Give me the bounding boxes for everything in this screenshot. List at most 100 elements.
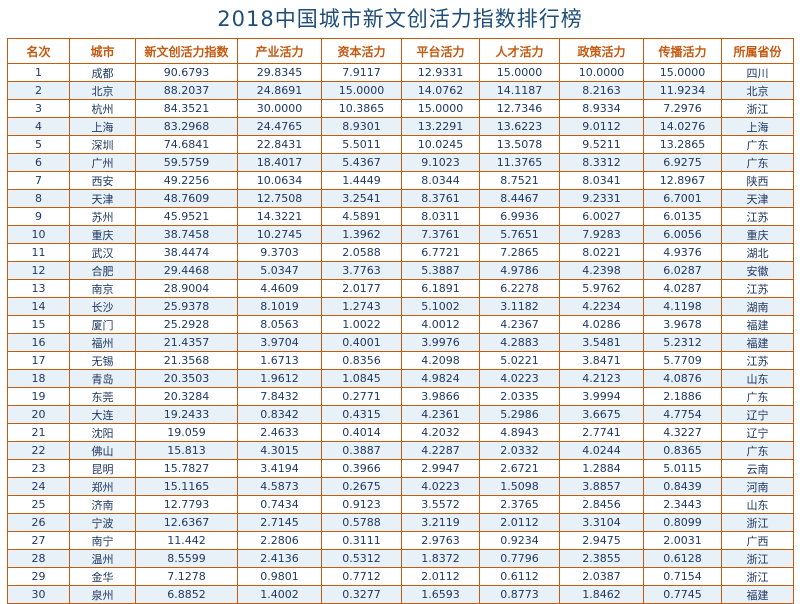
city-cell: 无锡 xyxy=(69,351,136,370)
province-cell: 福建 xyxy=(721,315,794,334)
talent-cell: 0.7796 xyxy=(479,549,560,568)
platform-cell: 6.1891 xyxy=(401,279,480,298)
city-cell: 武汉 xyxy=(69,243,136,262)
capital-cell: 0.9123 xyxy=(321,495,402,514)
capital-cell: 0.4014 xyxy=(321,423,402,442)
communication-cell: 4.9376 xyxy=(643,243,722,262)
policy-cell: 10.0000 xyxy=(559,63,644,82)
communication-cell: 5.0115 xyxy=(643,459,722,478)
rank-cell: 28 xyxy=(7,549,70,568)
communication-cell: 2.3443 xyxy=(643,495,722,514)
index-cell: 28.9004 xyxy=(135,279,238,298)
talent-cell: 6.2278 xyxy=(479,279,560,298)
table-row: 16 福州 21.4357 3.9704 0.4001 3.9976 4.2883 3.548… xyxy=(7,333,794,352)
capital-cell: 0.4315 xyxy=(321,405,402,424)
talent-cell: 14.1187 xyxy=(479,81,560,100)
talent-cell: 11.3765 xyxy=(479,153,560,172)
rank-cell: 15 xyxy=(7,315,70,334)
communication-cell: 2.0031 xyxy=(643,531,722,550)
communication-cell: 4.0876 xyxy=(643,369,722,388)
platform-cell: 4.0012 xyxy=(401,315,480,334)
city-cell: 北京 xyxy=(69,81,136,100)
industry-cell: 9.3703 xyxy=(237,243,322,262)
column-header-rank: 名次 xyxy=(7,38,70,64)
platform-cell: 2.9763 xyxy=(401,531,480,550)
rank-cell: 29 xyxy=(7,567,70,586)
rank-cell: 2 xyxy=(7,81,70,100)
industry-cell: 14.3221 xyxy=(237,207,322,226)
policy-cell: 8.0341 xyxy=(559,171,644,190)
province-cell: 福建 xyxy=(721,333,794,352)
communication-cell: 14.0276 xyxy=(643,117,722,136)
industry-cell: 7.8432 xyxy=(237,387,322,406)
capital-cell: 1.4449 xyxy=(321,171,402,190)
table-row: 4 上海 83.2968 24.4765 8.9301 13.2291 13.6223 9.0… xyxy=(7,117,794,136)
index-cell: 84.3521 xyxy=(135,99,238,118)
capital-cell: 2.0588 xyxy=(321,243,402,262)
capital-cell: 5.5011 xyxy=(321,135,402,154)
table-row: 15 厦门 25.2928 8.0563 1.0022 4.0012 4.2367 4.028… xyxy=(7,315,794,334)
capital-cell: 0.8356 xyxy=(321,351,402,370)
communication-cell: 12.8967 xyxy=(643,171,722,190)
policy-cell: 5.9762 xyxy=(559,279,644,298)
province-cell: 浙江 xyxy=(721,99,794,118)
communication-cell: 13.2865 xyxy=(643,135,722,154)
rank-cell: 25 xyxy=(7,495,70,514)
platform-cell: 10.0245 xyxy=(401,135,480,154)
talent-cell: 4.2367 xyxy=(479,315,560,334)
city-cell: 南宁 xyxy=(69,531,136,550)
platform-cell: 2.9947 xyxy=(401,459,480,478)
industry-cell: 4.5873 xyxy=(237,477,322,496)
table-row: 1 成都 90.6793 29.8345 7.9117 12.9331 15.0000 10.… xyxy=(7,63,794,82)
industry-cell: 22.8431 xyxy=(237,135,322,154)
capital-cell: 0.2771 xyxy=(321,387,402,406)
capital-cell: 3.7763 xyxy=(321,261,402,280)
table-row: 24 郑州 15.1165 4.5873 0.2675 4.0223 1.5098 3.885… xyxy=(7,477,794,496)
index-cell: 7.1278 xyxy=(135,567,238,586)
table-row: 13 南京 28.9004 4.4609 2.0177 6.1891 6.2278 5.976… xyxy=(7,279,794,298)
column-header-index: 新文创活力指数 xyxy=(135,38,238,64)
table-row: 28 温州 8.5599 2.4136 0.5312 1.8372 0.7796 2.3855… xyxy=(7,549,794,568)
policy-cell: 2.0387 xyxy=(559,567,644,586)
city-cell: 广州 xyxy=(69,153,136,172)
city-cell: 苏州 xyxy=(69,207,136,226)
table-row: 8 天津 48.7609 12.7508 3.2541 8.3761 8.4467 9.233… xyxy=(7,189,794,208)
index-cell: 38.7458 xyxy=(135,225,238,244)
index-cell: 45.9521 xyxy=(135,207,238,226)
index-cell: 15.813 xyxy=(135,441,238,460)
industry-cell: 10.2745 xyxy=(237,225,322,244)
province-cell: 广西 xyxy=(721,531,794,550)
rank-cell: 6 xyxy=(7,153,70,172)
policy-cell: 8.2163 xyxy=(559,81,644,100)
platform-cell: 2.0112 xyxy=(401,567,480,586)
communication-cell: 4.7754 xyxy=(643,405,722,424)
rank-cell: 5 xyxy=(7,135,70,154)
talent-cell: 0.6112 xyxy=(479,567,560,586)
industry-cell: 3.4194 xyxy=(237,459,322,478)
platform-cell: 8.3761 xyxy=(401,189,480,208)
table-row: 29 金华 7.1278 0.9801 0.7712 2.0112 0.6112 2.0387… xyxy=(7,567,794,586)
index-cell: 29.4468 xyxy=(135,261,238,280)
index-cell: 90.6793 xyxy=(135,63,238,82)
city-cell: 大连 xyxy=(69,405,136,424)
rank-cell: 1 xyxy=(7,63,70,82)
platform-cell: 4.2361 xyxy=(401,405,480,424)
table-row: 6 广州 59.5759 18.4017 5.4367 9.1023 11.3765 8.33… xyxy=(7,153,794,172)
rank-cell: 27 xyxy=(7,531,70,550)
rank-cell: 8 xyxy=(7,189,70,208)
table-row: 17 无锡 21.3568 1.6713 0.8356 4.2098 5.0221 3.847… xyxy=(7,351,794,370)
column-header-industry: 产业活力 xyxy=(237,38,322,64)
industry-cell: 0.7434 xyxy=(237,495,322,514)
platform-cell: 9.1023 xyxy=(401,153,480,172)
city-cell: 杭州 xyxy=(69,99,136,118)
province-cell: 浙江 xyxy=(721,549,794,568)
ranking-table: 名次 城市 新文创活力指数 产业活力 资本活力 平台活力 人才活力 政策活力 传播活力 所属省份 … xyxy=(7,38,794,604)
capital-cell: 7.9117 xyxy=(321,63,402,82)
capital-cell: 5.4367 xyxy=(321,153,402,172)
industry-cell: 10.0634 xyxy=(237,171,322,190)
platform-cell: 8.0344 xyxy=(401,171,480,190)
column-header-city: 城市 xyxy=(69,38,136,64)
province-cell: 江苏 xyxy=(721,279,794,298)
capital-cell: 0.2675 xyxy=(321,477,402,496)
table-row: 11 武汉 38.4474 9.3703 2.0588 6.7721 7.2865 8.022… xyxy=(7,243,794,262)
